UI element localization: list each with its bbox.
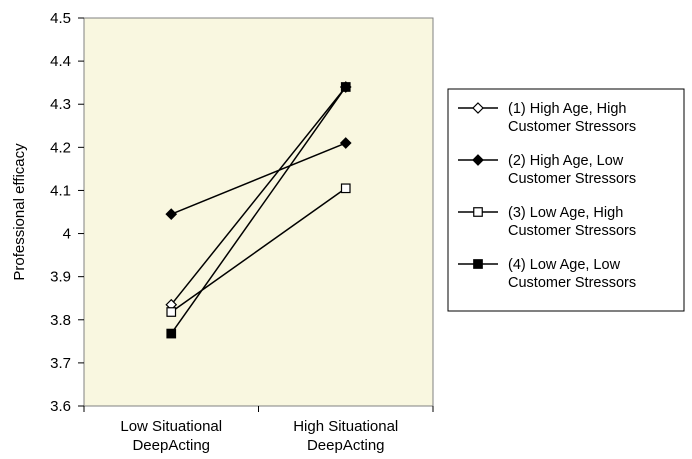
y-tick-label: 3.8 <box>50 312 71 329</box>
data-point <box>472 102 484 114</box>
data-point <box>166 307 177 317</box>
data-point <box>472 154 484 166</box>
legend-entry: (2) High Age, Low Customer Stressors <box>458 153 636 187</box>
legend-label: Customer Stressors <box>508 171 636 187</box>
y-axis: 3.6 3.7 3.8 3.9 4 4.1 4.2 4.3 4.4 4.5 <box>50 10 84 415</box>
data-point <box>339 137 352 149</box>
data-point <box>473 259 483 269</box>
y-tick-label: 3.6 <box>50 398 71 415</box>
series-layer <box>165 81 352 339</box>
legend-entry: (4) Low Age, Low Customer Stressors <box>458 257 636 291</box>
y-tick-label: 3.9 <box>50 269 71 286</box>
series-line <box>170 86 347 306</box>
y-tick-label: 4.5 <box>50 10 71 27</box>
x-axis: Low Situational DeepActing High Situationa… <box>83 406 434 454</box>
legend-label: (3) Low Age, High <box>508 205 623 221</box>
legend-label: Customer Stressors <box>508 223 636 239</box>
y-tick-label: 4.4 <box>50 53 71 70</box>
legend-label: Customer Stressors <box>508 275 636 291</box>
legend-label: (4) Low Age, Low <box>508 257 621 273</box>
x-category-label: DeepActing <box>307 437 385 454</box>
data-point <box>340 82 351 92</box>
y-tick-label: 4 <box>63 226 71 243</box>
legend-label: (1) High Age, High <box>508 101 626 117</box>
data-point <box>340 183 351 194</box>
legend-box <box>447 88 685 312</box>
legend-entry: (1) High Age, High Customer Stressors <box>458 101 636 135</box>
x-category-label: Low Situational <box>120 418 222 435</box>
y-tick-label: 4.2 <box>50 139 71 156</box>
y-tick-label: 3.7 <box>50 355 71 372</box>
legend-entry: (3) Low Age, High Customer Stressors <box>458 205 636 239</box>
series-2 <box>165 137 352 221</box>
data-point <box>165 208 178 221</box>
x-category-label: High Situational <box>293 418 398 435</box>
x-category-label: DeepActing <box>132 437 210 454</box>
legend-label: (2) High Age, Low <box>508 153 624 169</box>
y-tick-label: 4.3 <box>50 96 71 113</box>
series-line <box>170 142 347 215</box>
data-point <box>166 328 177 339</box>
plot-area <box>83 17 434 407</box>
data-point <box>473 207 483 217</box>
series-4 <box>166 82 351 339</box>
y-tick-label: 4.1 <box>50 182 71 199</box>
series-line <box>170 86 347 335</box>
y-axis-title: Professional efficacy <box>11 143 28 281</box>
legend-label: Customer Stressors <box>508 119 636 135</box>
